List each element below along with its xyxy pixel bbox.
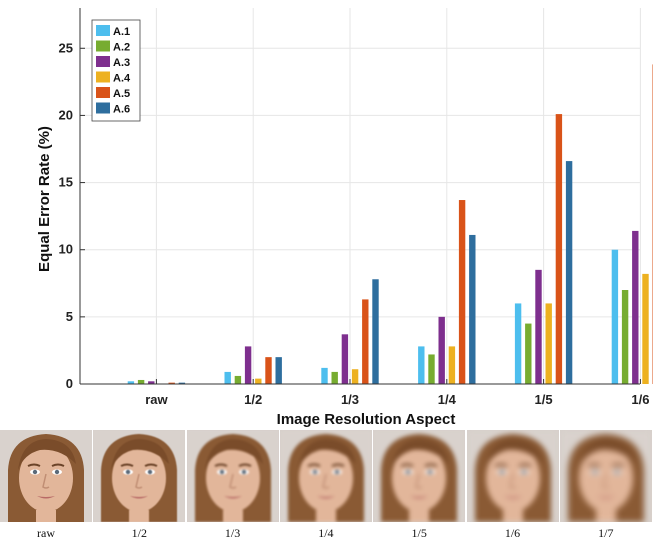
bar xyxy=(449,346,455,384)
bar xyxy=(428,354,434,384)
y-tick-label: 20 xyxy=(59,107,73,122)
x-tick-label: 1/2 xyxy=(244,392,262,407)
bar xyxy=(138,380,144,384)
face-caption: 1/4 xyxy=(280,526,372,541)
bar xyxy=(535,270,541,384)
bar xyxy=(418,346,424,384)
bar xyxy=(632,231,638,384)
face-image xyxy=(560,430,652,522)
face-caption: 1/6 xyxy=(467,526,559,541)
bar xyxy=(525,324,531,384)
x-tick-label: 1/6 xyxy=(631,392,649,407)
bar xyxy=(372,279,378,384)
bar xyxy=(352,369,358,384)
bar xyxy=(265,357,271,384)
face-caption: 1/2 xyxy=(93,526,185,541)
face-image xyxy=(373,430,465,522)
bars xyxy=(128,21,653,384)
bar xyxy=(225,372,231,384)
bar xyxy=(459,200,465,384)
y-tick-label: 10 xyxy=(59,242,73,257)
x-tick-label: 1/3 xyxy=(341,392,359,407)
face-caption: 1/7 xyxy=(560,526,652,541)
face-caption: 1/3 xyxy=(187,526,279,541)
bar xyxy=(276,357,282,384)
bar xyxy=(566,161,572,384)
legend-swatch xyxy=(96,87,110,98)
bar xyxy=(342,334,348,384)
x-tick-label: 1/4 xyxy=(438,392,457,407)
legend: A.1 A.2 A.3 A.4 A.5 A.6 xyxy=(92,20,140,121)
legend-swatch xyxy=(96,72,110,83)
face-image xyxy=(0,430,92,522)
face-caption: raw xyxy=(0,526,92,541)
x-tick-label: 1/5 xyxy=(535,392,553,407)
legend-label: A.6 xyxy=(113,104,130,116)
legend-swatch xyxy=(96,25,110,36)
y-tick-label: 0 xyxy=(66,376,73,391)
bar xyxy=(469,235,475,384)
bar xyxy=(255,379,261,384)
bar xyxy=(622,290,628,384)
legend-swatch xyxy=(96,103,110,114)
legend-label: A.4 xyxy=(113,73,131,85)
bar xyxy=(332,372,338,384)
bar xyxy=(245,346,251,384)
y-tick-label: 25 xyxy=(59,40,73,55)
face-image xyxy=(93,430,185,522)
legend-swatch xyxy=(96,56,110,67)
bar xyxy=(362,299,368,384)
legend-label: A.2 xyxy=(113,42,130,54)
bar xyxy=(556,114,562,384)
legend-label: A.3 xyxy=(113,57,130,69)
bar xyxy=(612,250,618,384)
x-tick-label: raw xyxy=(145,392,168,407)
face-image xyxy=(280,430,372,522)
legend-label: A.1 xyxy=(113,26,130,38)
y-axis-label: Equal Error Rate (%) xyxy=(36,126,53,272)
legend-label: A.5 xyxy=(113,88,130,100)
bar xyxy=(321,368,327,384)
y-tick-label: 5 xyxy=(66,309,73,324)
bar xyxy=(235,376,241,384)
y-tick-label: 15 xyxy=(59,175,73,190)
bar xyxy=(642,274,648,384)
face-image xyxy=(467,430,559,522)
x-axis-label: Image Resolution Aspect xyxy=(277,411,456,428)
legend-swatch xyxy=(96,41,110,52)
bar xyxy=(546,303,552,384)
bar xyxy=(515,303,521,384)
face-caption: 1/5 xyxy=(373,526,465,541)
face-image xyxy=(187,430,279,522)
bar xyxy=(439,317,445,384)
